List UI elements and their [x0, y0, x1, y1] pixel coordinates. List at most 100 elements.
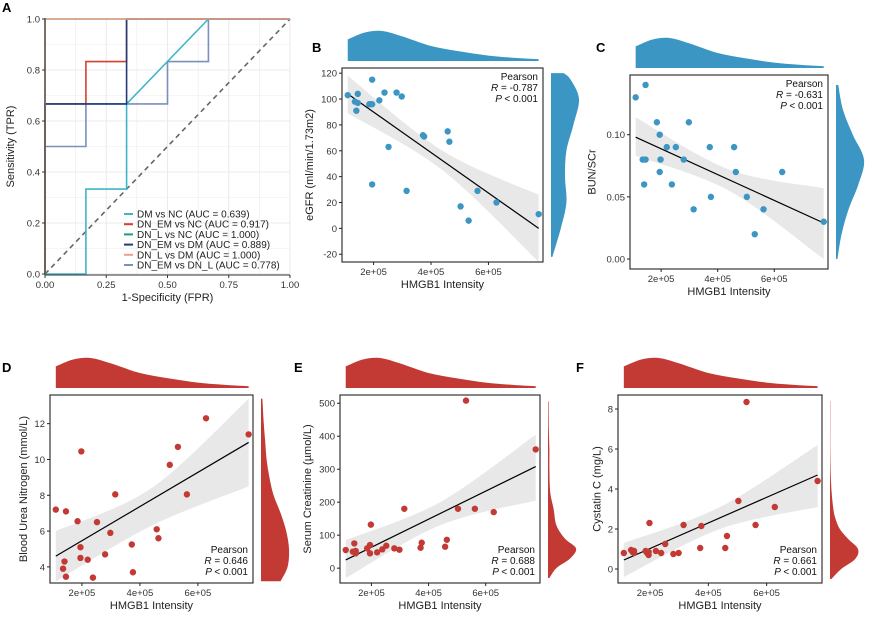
correlation-method: Pearson	[501, 72, 538, 83]
y-tick-label: 10	[34, 455, 45, 466]
r-value: = -0.631	[786, 90, 823, 101]
correlation-method: Pearson	[211, 545, 248, 556]
data-point	[743, 193, 751, 201]
right-density-curve	[836, 84, 865, 260]
p-symbol: P	[774, 567, 783, 578]
data-point	[443, 536, 451, 543]
legend-label: DN_EM vs DM (AUC = 0.889)	[137, 240, 270, 251]
x-tick-label: 2e+05	[69, 588, 96, 599]
data-point	[353, 107, 360, 114]
x-tick-label: 6e+05	[185, 588, 212, 599]
data-point	[174, 443, 182, 451]
panel-c-scatter: C 2e+05 4e+05 6e+05 0.00 0.05 0.10 HMGB1 Inten…	[587, 37, 865, 298]
y-tick-label: 0	[332, 224, 337, 235]
y-tick-label: 400	[319, 432, 335, 443]
data-point	[532, 446, 539, 453]
data-point	[454, 505, 462, 512]
data-point	[93, 518, 101, 526]
panel-d-scatter: D 2e+05 4e+05 6e+05 4 6 8 10 12 HMGB1 Intensity B…	[2, 357, 290, 612]
top-density-curve	[635, 37, 824, 68]
data-point	[166, 461, 173, 469]
y-tick-label: 6	[40, 527, 45, 538]
panel-e-scatter: E 2e+05 4e+05 6e+05 0 100 200 300 400 500 HMGB1 I…	[294, 357, 577, 612]
r-symbol: R	[491, 83, 501, 94]
y-axis-title: Serum Creatinine (µmol/L)	[302, 424, 314, 553]
data-point	[344, 91, 351, 99]
panel-a-roc: A 0.00 0.25 0.50 0.75 1.00 0.0 0.2 0.4 0.6 0.8 1.0…	[2, 0, 299, 304]
x-tick-label: 6e+05	[753, 588, 780, 599]
right-density-curve	[551, 73, 580, 257]
data-point	[61, 558, 68, 565]
p-symbol: P	[780, 101, 789, 112]
r-symbol: R	[773, 556, 783, 567]
y-axis-title: Cystatin C (mg/L)	[591, 446, 603, 532]
data-point	[743, 398, 750, 406]
x-axis-title: HMGB1 Intensity	[678, 600, 762, 612]
data-point	[698, 522, 705, 530]
confidence-band	[55, 398, 249, 582]
data-point	[778, 168, 786, 176]
roc-curve-5	[44, 18, 290, 274]
data-point	[52, 506, 59, 513]
data-point	[446, 138, 453, 145]
data-point	[462, 397, 470, 404]
panel-label-c: C	[596, 40, 606, 55]
y-tick-label: 1.0	[27, 15, 40, 26]
data-point	[632, 94, 639, 101]
data-point	[155, 535, 162, 542]
x-axis-title: HMGB1 Intensity	[687, 286, 771, 298]
data-point	[457, 203, 464, 210]
data-point	[342, 546, 349, 554]
data-point	[354, 99, 361, 107]
data-point	[77, 554, 84, 562]
y-tick-label: 6	[608, 445, 613, 456]
panel-f-scatter: F 2e+05 4e+05 6e+05 0 2 4 6 8 HMGB1 Intensity Cys…	[576, 357, 859, 612]
x-tick-label: 2e+05	[360, 267, 387, 278]
y-tick-label: 0.6	[27, 117, 40, 128]
x-axis-title: HMGB1 Intensity	[398, 600, 482, 612]
regression-line	[345, 466, 536, 561]
data-point	[441, 543, 449, 550]
data-point	[668, 181, 676, 188]
y-tick-label: 0.8	[27, 66, 40, 77]
data-point	[656, 131, 663, 138]
data-point	[381, 89, 388, 96]
data-point	[707, 193, 715, 201]
y-tick-label: 120	[321, 69, 337, 80]
data-point	[444, 128, 451, 135]
data-point	[385, 143, 392, 151]
data-point	[89, 574, 97, 581]
data-point	[493, 199, 500, 206]
x-tick-label: 0.75	[220, 280, 239, 291]
panel-label-a: A	[2, 0, 12, 15]
data-point	[657, 549, 665, 557]
data-point	[645, 548, 652, 556]
plot-frame	[339, 394, 541, 584]
panel-label-d: D	[2, 360, 11, 375]
data-point	[760, 206, 767, 213]
y-tick-label: 100	[321, 95, 337, 106]
data-point	[62, 508, 70, 515]
data-point	[420, 133, 428, 140]
y-axis-title: eGFR (ml/min/1.73m2)	[304, 109, 316, 221]
y-tick-label: 0	[330, 564, 335, 575]
y-tick-label: 8	[40, 491, 45, 502]
data-point	[352, 547, 359, 555]
y-tick-label: 0.05	[607, 192, 626, 203]
data-point	[245, 431, 252, 438]
data-point	[383, 542, 390, 549]
correlation-p: P < 0.001	[780, 101, 823, 112]
correlation-r: R = 0.646	[204, 556, 248, 567]
data-point	[129, 569, 137, 576]
data-point	[735, 497, 742, 505]
correlation-r: R = 0.688	[491, 556, 535, 567]
data-point	[418, 539, 425, 546]
data-point	[101, 551, 109, 558]
y-tick-label: 500	[319, 399, 335, 410]
y-tick-label: 0	[608, 565, 613, 576]
data-point	[675, 549, 682, 557]
data-point	[730, 143, 738, 151]
y-tick-label: 12	[34, 419, 45, 430]
data-point	[630, 547, 638, 555]
data-point	[706, 143, 713, 151]
